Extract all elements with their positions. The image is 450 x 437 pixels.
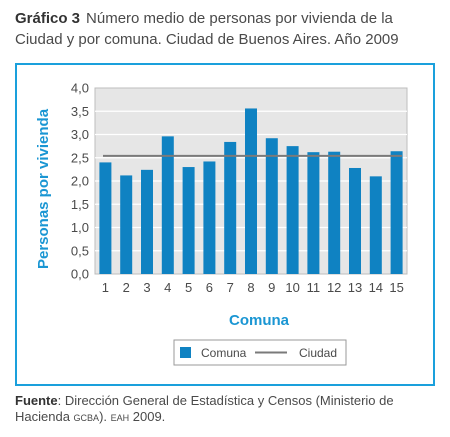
chart-frame: 0,0 0,5 1,0 1,5 2,0 2,5 3,0 3,5 4,0 1 2 3 4 5 6 7 8 9 10 1… — [15, 63, 435, 386]
y-tick-label: 3,5 — [71, 104, 89, 119]
bar-comuna-10 — [286, 146, 299, 274]
source-note: Fuente: Dirección General de Estadística… — [15, 393, 443, 426]
legend-label-ciudad: Ciudad — [299, 346, 337, 360]
y-tick-label: 2,0 — [71, 174, 89, 189]
x-tick-label: 5 — [185, 280, 192, 295]
source-mid: ). — [99, 409, 111, 424]
source-gcba: GCBA — [73, 413, 100, 423]
x-tick-label: 1 — [102, 280, 109, 295]
x-tick-label: 14 — [369, 280, 383, 295]
x-tick-label: 2 — [123, 280, 130, 295]
source-label: Fuente — [15, 393, 58, 408]
bar-comuna-1 — [99, 162, 112, 274]
y-tick-label: 1,5 — [71, 197, 89, 212]
x-tick-label: 9 — [268, 280, 275, 295]
bar-comuna-4 — [161, 136, 174, 274]
source-end: 2009. — [129, 409, 166, 424]
bar-comuna-9 — [265, 138, 278, 274]
x-tick-label: 13 — [348, 280, 362, 295]
bar-comuna-11 — [307, 152, 320, 274]
x-tick-label: 11 — [307, 280, 321, 295]
y-tick-label: 4,0 — [71, 81, 89, 96]
bar-comuna-5 — [182, 167, 195, 274]
x-tick-label: 4 — [164, 280, 171, 295]
x-tick-label: 10 — [285, 280, 299, 295]
x-tick-label: 15 — [389, 280, 403, 295]
y-axis-title: Personas por vivienda — [35, 108, 52, 269]
x-tick-label: 7 — [227, 280, 234, 295]
y-tick-label: 0,5 — [71, 243, 89, 258]
legend: Comuna Ciudad — [173, 339, 347, 366]
bar-comuna-14 — [369, 176, 382, 274]
y-tick-labels: 0,0 0,5 1,0 1,5 2,0 2,5 3,0 3,5 4,0 — [71, 81, 89, 282]
source-eah: EAH — [110, 413, 130, 423]
legend-label-comuna: Comuna — [201, 346, 247, 360]
figure-title: Número medio de personas por vivienda de… — [15, 10, 399, 48]
bar-comuna-8 — [245, 108, 257, 275]
source-text: : Dirección General de Estadística y Cen… — [15, 393, 394, 424]
bar-chart: 0,00,51,01,52,02,53,03,54,0 1 2 3 4 5 6 7 8 9 10 1… — [35, 81, 408, 366]
figure-label: Gráfico 3 — [15, 10, 81, 27]
x-tick-label: 6 — [206, 280, 213, 295]
bar-comuna-15 — [390, 151, 403, 274]
bar-comuna-13 — [349, 167, 361, 274]
bar-comuna-7 — [224, 141, 237, 274]
legend-swatch-comuna — [180, 347, 191, 358]
bar-comuna-6 — [203, 161, 216, 274]
x-tick-labels: 1 2 3 4 5 6 7 8 9 10 11 12 13 14 15 — [102, 280, 404, 295]
bar-series — [99, 108, 403, 275]
bar-comuna-2 — [120, 175, 133, 274]
chart-header: Gráfico 3 Número medio de personas por vi… — [15, 8, 443, 50]
bar-comuna-12 — [328, 151, 341, 274]
bar-comuna-3 — [141, 169, 153, 274]
x-axis-title: Comuna — [229, 312, 290, 329]
x-tick-label: 12 — [327, 280, 341, 295]
y-tick-label: 1,0 — [71, 220, 89, 235]
y-tick-label: 3,0 — [71, 127, 89, 142]
y-tick-label: 2,5 — [71, 150, 89, 165]
x-tick-label: 8 — [247, 280, 254, 295]
x-tick-label: 3 — [143, 280, 150, 295]
y-tick-label: 0,0 — [71, 267, 89, 282]
